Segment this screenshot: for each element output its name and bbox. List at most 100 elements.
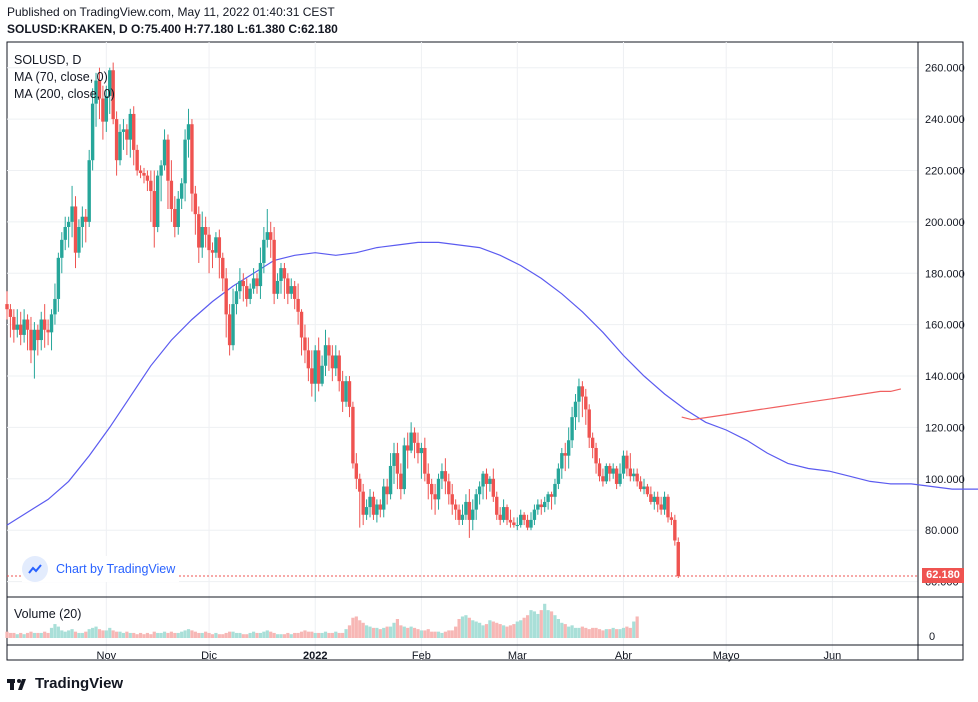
candle-body[interactable] xyxy=(320,365,324,384)
candle-body[interactable] xyxy=(656,496,660,505)
candle-body[interactable] xyxy=(53,298,57,315)
candle-body[interactable] xyxy=(611,468,615,474)
candle-body[interactable] xyxy=(94,80,98,104)
ma70-line[interactable] xyxy=(6,241,978,526)
candle-body[interactable] xyxy=(39,319,43,341)
candle-body[interactable] xyxy=(306,350,311,369)
candle-body[interactable] xyxy=(114,119,119,161)
candle-body[interactable] xyxy=(433,494,437,500)
candle-body[interactable] xyxy=(159,165,163,176)
candle-body[interactable] xyxy=(546,494,550,502)
candle-body[interactable] xyxy=(135,149,139,171)
candle-body[interactable] xyxy=(399,473,403,490)
candle-body[interactable] xyxy=(519,514,523,526)
candle-body[interactable] xyxy=(299,311,304,338)
candle-body[interactable] xyxy=(292,286,297,299)
candle-body[interactable] xyxy=(286,278,290,294)
candle-body[interactable] xyxy=(402,445,406,490)
candle-body[interactable] xyxy=(87,160,91,222)
candle-body[interactable] xyxy=(361,491,365,515)
legend-symbol[interactable]: SOLUSD, D xyxy=(14,53,82,67)
candle-body[interactable] xyxy=(269,232,273,240)
candle-body[interactable] xyxy=(447,481,451,495)
candle-body[interactable] xyxy=(371,496,376,515)
candle-body[interactable] xyxy=(382,486,386,510)
candle-body[interactable] xyxy=(97,80,102,99)
candle-body[interactable] xyxy=(419,447,424,454)
candle-body[interactable] xyxy=(632,473,636,477)
candle-body[interactable] xyxy=(385,486,389,495)
candle-body[interactable] xyxy=(251,278,256,289)
candle-body[interactable] xyxy=(443,471,448,482)
candle-body[interactable] xyxy=(580,386,585,397)
candle-body[interactable] xyxy=(282,268,287,279)
candle-body[interactable] xyxy=(652,496,656,502)
candle-body[interactable] xyxy=(597,463,602,477)
candle-body[interactable] xyxy=(662,496,667,510)
candle-body[interactable] xyxy=(484,473,489,484)
tradingview-watermark[interactable]: Chart by TradingView xyxy=(22,556,180,582)
candle-body[interactable] xyxy=(525,519,530,528)
candle-body[interactable] xyxy=(501,507,506,520)
candle-body[interactable] xyxy=(245,286,249,299)
candle-body[interactable] xyxy=(36,329,40,341)
candle-body[interactable] xyxy=(197,214,201,248)
candle-body[interactable] xyxy=(498,514,502,520)
candle-body[interactable] xyxy=(49,314,54,333)
candle-body[interactable] xyxy=(152,191,156,227)
candle-body[interactable] xyxy=(594,447,598,464)
candle-body[interactable] xyxy=(221,257,225,279)
candle-body[interactable] xyxy=(8,309,13,317)
candle-body[interactable] xyxy=(22,319,26,335)
candle-body[interactable] xyxy=(426,473,430,484)
candle-body[interactable] xyxy=(255,278,259,287)
candle-body[interactable] xyxy=(392,453,396,466)
candle-body[interactable] xyxy=(149,180,153,192)
candle-body[interactable] xyxy=(354,463,359,479)
candle-body[interactable] xyxy=(375,504,379,515)
candle-body[interactable] xyxy=(351,406,355,464)
candle-body[interactable] xyxy=(66,221,71,227)
candle-body[interactable] xyxy=(101,98,105,122)
candle-body[interactable] xyxy=(508,519,513,523)
candle-body[interactable] xyxy=(217,237,222,258)
legend-volume[interactable]: Volume (20) xyxy=(14,607,82,621)
candle-body[interactable] xyxy=(155,175,160,227)
candle-body[interactable] xyxy=(60,239,64,258)
candle-body[interactable] xyxy=(279,268,283,281)
candle-body[interactable] xyxy=(522,514,526,520)
candle-body[interactable] xyxy=(440,471,444,479)
candle-body[interactable] xyxy=(104,95,109,122)
candle-body[interactable] xyxy=(409,432,413,451)
candle-body[interactable] xyxy=(358,478,362,492)
candle-body[interactable] xyxy=(412,432,417,443)
candle-body[interactable] xyxy=(340,381,345,402)
candle-body[interactable] xyxy=(111,70,115,120)
candle-body[interactable] xyxy=(416,442,420,454)
candle-body[interactable] xyxy=(587,409,591,438)
candle-body[interactable] xyxy=(570,417,574,441)
candle-body[interactable] xyxy=(313,350,317,384)
candle-body[interactable] xyxy=(327,345,331,356)
candle-body[interactable] xyxy=(460,514,465,520)
candle-body[interactable] xyxy=(614,468,619,484)
candle-body[interactable] xyxy=(42,319,47,330)
candle-body[interactable] xyxy=(207,234,211,251)
candle-body[interactable] xyxy=(337,355,341,382)
candle-body[interactable] xyxy=(77,227,81,253)
candle-body[interactable] xyxy=(625,455,629,469)
candle-body[interactable] xyxy=(549,494,554,497)
candle-body[interactable] xyxy=(429,483,434,495)
candle-body[interactable] xyxy=(649,494,653,502)
candle-body[interactable] xyxy=(378,504,383,510)
candle-body[interactable] xyxy=(477,486,482,495)
candle-body[interactable] xyxy=(512,522,516,526)
candle-body[interactable] xyxy=(406,445,410,451)
candle-body[interactable] xyxy=(618,473,622,484)
candle-body[interactable] xyxy=(272,239,276,294)
candle-body[interactable] xyxy=(488,478,492,484)
candle-body[interactable] xyxy=(604,465,609,482)
candle-body[interactable] xyxy=(32,329,37,351)
legend-ma200[interactable]: MA (200, close, 0) xyxy=(14,87,115,101)
